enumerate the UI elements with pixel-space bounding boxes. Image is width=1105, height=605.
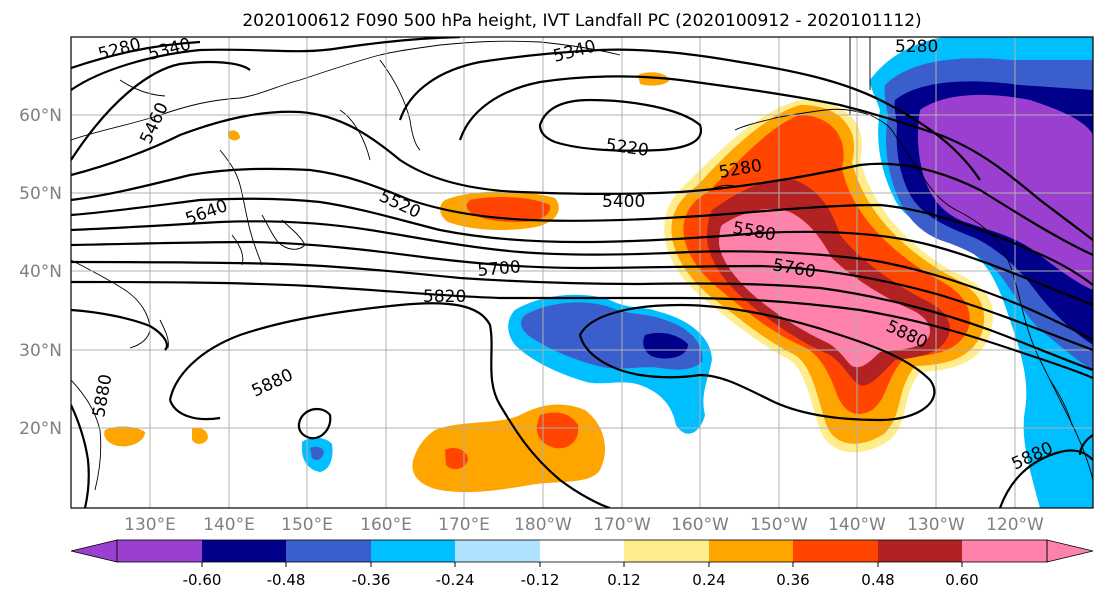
contour-label: 5280 — [895, 37, 938, 57]
colorbar-swatch — [371, 540, 455, 562]
colorbar-tick-label: -0.60 — [183, 571, 222, 589]
colorbar-tick-label: 0.48 — [861, 571, 894, 589]
ivt-negative-patch-central — [302, 294, 712, 472]
lon-label: 150°W — [750, 515, 808, 535]
map-frame — [70, 36, 1094, 509]
lon-label: 170°W — [593, 515, 651, 535]
colorbar-tick-label: -0.24 — [436, 571, 475, 589]
coastlines — [71, 37, 1093, 491]
colorbar-swatch — [117, 540, 202, 562]
contour-label: 5400 — [602, 192, 645, 212]
lon-label: 140°W — [828, 515, 886, 535]
colorbar-tick-label: 0.24 — [692, 571, 725, 589]
colorbar-frame — [116, 539, 1048, 563]
colorbar-swatch — [709, 540, 793, 562]
colorbar: -0.60 -0.48 -0.36 -0.24 -0.12 0.12 0.24 … — [70, 539, 1094, 589]
lon-label: 150°E — [281, 515, 333, 535]
colorbar-ticks — [201, 562, 963, 567]
map-title: 2020100612 F090 500 hPa height, IVT Land… — [242, 11, 921, 31]
lon-labels: 130°E 140°E 150°E 160°E 170°E 180°W 170°… — [124, 515, 1044, 535]
colorbar-tick-label: 0.36 — [776, 571, 809, 589]
colorbar-swatch — [962, 540, 1047, 562]
colorbar-swatch — [202, 540, 286, 562]
colorbar-swatch — [540, 540, 624, 562]
colorbar-swatch — [286, 540, 371, 562]
lon-label: 160°W — [671, 515, 729, 535]
lat-label-50n: 50°N — [19, 184, 62, 204]
lat-labels: 60°N 50°N 40°N 30°N 20°N — [19, 106, 62, 439]
colorbar-tick-label: 0.12 — [607, 571, 640, 589]
colorbar-tick-label: -0.36 — [352, 571, 391, 589]
lon-label: 130°E — [124, 515, 176, 535]
lon-label: 130°W — [907, 515, 965, 535]
ivt-positive-patch-170e — [440, 191, 559, 230]
colorbar-tick-label: 0.60 — [945, 571, 978, 589]
lat-label-40n: 40°N — [19, 262, 62, 282]
map-content: 5280 5340 5340 5280 5460 5220 5280 5520 … — [71, 37, 1093, 508]
colorbar-tick-label: -0.48 — [267, 571, 306, 589]
lon-label: 160°E — [360, 515, 412, 535]
ivt-positive-patch-south — [104, 72, 670, 493]
colorbar-swatch — [455, 540, 540, 562]
colorbar-extend-left — [70, 539, 118, 563]
lat-label-30n: 30°N — [19, 341, 62, 361]
contour-label: 5700 — [477, 257, 522, 281]
height-contours — [71, 37, 1093, 508]
lat-label-60n: 60°N — [19, 106, 62, 126]
colorbar-tick-labels: -0.60 -0.48 -0.36 -0.24 -0.12 0.12 0.24 … — [183, 571, 979, 589]
colorbar-swatch — [878, 540, 962, 562]
lon-label: 120°W — [986, 515, 1044, 535]
colorbar-swatch — [793, 540, 878, 562]
lon-label: 180°W — [514, 515, 572, 535]
lon-label: 170°E — [438, 515, 490, 535]
contour-label: 5820 — [423, 287, 466, 307]
lat-label-20n: 20°N — [19, 419, 62, 439]
colorbar-tick-label: -0.12 — [521, 571, 560, 589]
gridlines — [71, 37, 1093, 508]
colorbar-swatch — [624, 540, 709, 562]
colorbar-extend-right — [1046, 539, 1094, 563]
lon-label: 140°E — [203, 515, 255, 535]
